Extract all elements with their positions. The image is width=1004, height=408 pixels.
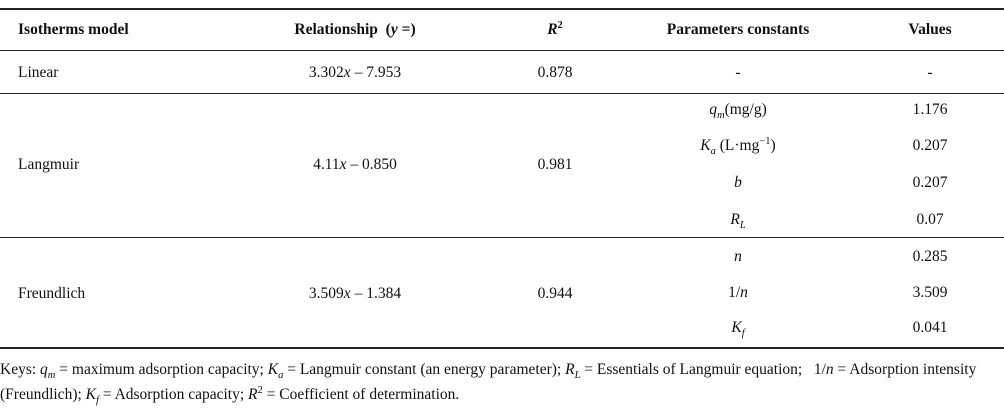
footnote: Keys: qm = maximum adsorption capacity; … bbox=[0, 357, 1000, 407]
text: x bbox=[343, 64, 351, 81]
parameter-cell: Kf bbox=[628, 318, 848, 340]
text: R bbox=[547, 21, 558, 38]
text: K bbox=[85, 386, 97, 403]
row-rule bbox=[0, 237, 1004, 238]
text: ) bbox=[770, 137, 776, 154]
text: K bbox=[267, 361, 279, 378]
text: m bbox=[716, 110, 725, 122]
r2-cell: 0.944 bbox=[537, 285, 573, 302]
top-rule bbox=[0, 8, 1004, 10]
text: −1 bbox=[759, 135, 771, 147]
relationship-cell: 3.302x – 7.953 bbox=[245, 63, 465, 83]
value-cell: 3.509 bbox=[912, 284, 948, 301]
value-cell: 1.176 bbox=[912, 101, 948, 118]
parameter-cell: qm(mg/g) bbox=[628, 100, 848, 122]
value-cell: 0.07 bbox=[916, 211, 944, 228]
text: – 7.953 bbox=[350, 64, 402, 81]
text: L bbox=[739, 220, 746, 232]
text: n bbox=[740, 284, 748, 301]
text: n bbox=[825, 361, 834, 378]
text: 3.509 bbox=[308, 285, 344, 302]
parameter-cell: - bbox=[735, 64, 741, 81]
parameter-cell: RL bbox=[628, 210, 848, 232]
text: = Adsorption intensity (Freundlich); bbox=[0, 361, 981, 403]
header-cell: Relationship (y =) bbox=[245, 20, 465, 40]
text: y bbox=[390, 21, 398, 38]
text: Keys: bbox=[0, 361, 41, 378]
header-cell: Parameters constants bbox=[666, 21, 810, 38]
parameter-cell: b bbox=[734, 174, 742, 191]
value-cell: 0.041 bbox=[912, 319, 948, 336]
model-cell: Linear bbox=[18, 64, 59, 81]
text: R bbox=[248, 386, 258, 403]
text: 4.11 bbox=[313, 156, 340, 173]
text: R bbox=[565, 361, 575, 378]
text: =) bbox=[397, 21, 416, 38]
text: f bbox=[96, 395, 99, 407]
value-cell: - bbox=[927, 64, 933, 81]
text: a bbox=[278, 370, 284, 382]
bottom-rule bbox=[0, 347, 1004, 349]
text: (L·mg bbox=[715, 137, 760, 154]
text: – 1.384 bbox=[350, 285, 402, 302]
text: L bbox=[574, 370, 581, 382]
text: Relationship ( bbox=[294, 21, 391, 38]
text: = Essentials of Langmuir equation; 1/ bbox=[580, 361, 826, 378]
text: 3.302 bbox=[308, 64, 344, 81]
header-cell: R2 bbox=[445, 20, 665, 40]
parameter-cell: n bbox=[734, 248, 742, 265]
header-rule bbox=[0, 50, 1004, 51]
text: a bbox=[710, 146, 716, 158]
header-cell: Isotherms model bbox=[18, 21, 129, 38]
text: R bbox=[730, 211, 740, 228]
text: K bbox=[731, 319, 742, 336]
header-cell: Values bbox=[908, 21, 952, 38]
text: f bbox=[741, 328, 745, 340]
text: K bbox=[700, 137, 711, 154]
text: = Langmuir constant (an energy parameter… bbox=[283, 361, 566, 378]
text: = Adsorption capacity; bbox=[98, 386, 249, 403]
parameter-cell: Ka (L·mg−1) bbox=[628, 135, 848, 158]
value-cell: 0.207 bbox=[912, 174, 948, 191]
relationship-cell: 3.509x – 1.384 bbox=[245, 284, 465, 304]
model-cell: Freundlich bbox=[18, 285, 86, 302]
text: = Coefficient of determination. bbox=[262, 386, 460, 403]
model-cell: Langmuir bbox=[18, 156, 80, 173]
value-cell: 0.285 bbox=[912, 248, 948, 265]
text: 2 bbox=[257, 384, 263, 396]
value-cell: 0.207 bbox=[912, 137, 948, 154]
text: (mg/g) bbox=[724, 101, 767, 118]
text: m bbox=[47, 370, 56, 382]
parameter-cell: 1/n bbox=[628, 283, 848, 303]
text: 1/ bbox=[728, 284, 741, 301]
text: – 0.850 bbox=[346, 156, 397, 173]
text: = maximum adsorption capacity; bbox=[55, 361, 268, 378]
text: x bbox=[343, 285, 351, 302]
r2-cell: 0.878 bbox=[537, 64, 573, 81]
row-rule bbox=[0, 93, 1004, 94]
r2-cell: 0.981 bbox=[537, 156, 573, 173]
text: q bbox=[709, 101, 717, 118]
relationship-cell: 4.11x – 0.850 bbox=[245, 155, 465, 175]
text: 2 bbox=[557, 19, 563, 31]
text: x bbox=[339, 156, 347, 173]
text: q bbox=[40, 361, 48, 378]
